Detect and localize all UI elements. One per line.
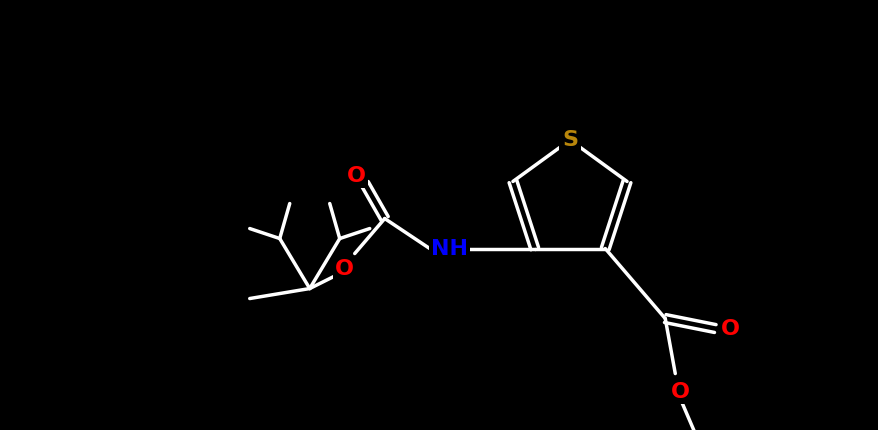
Text: S: S [561, 130, 578, 150]
Text: NH: NH [431, 239, 468, 258]
Text: O: O [335, 258, 354, 279]
Text: O: O [670, 381, 689, 402]
Text: O: O [720, 319, 739, 338]
Text: O: O [347, 166, 366, 185]
